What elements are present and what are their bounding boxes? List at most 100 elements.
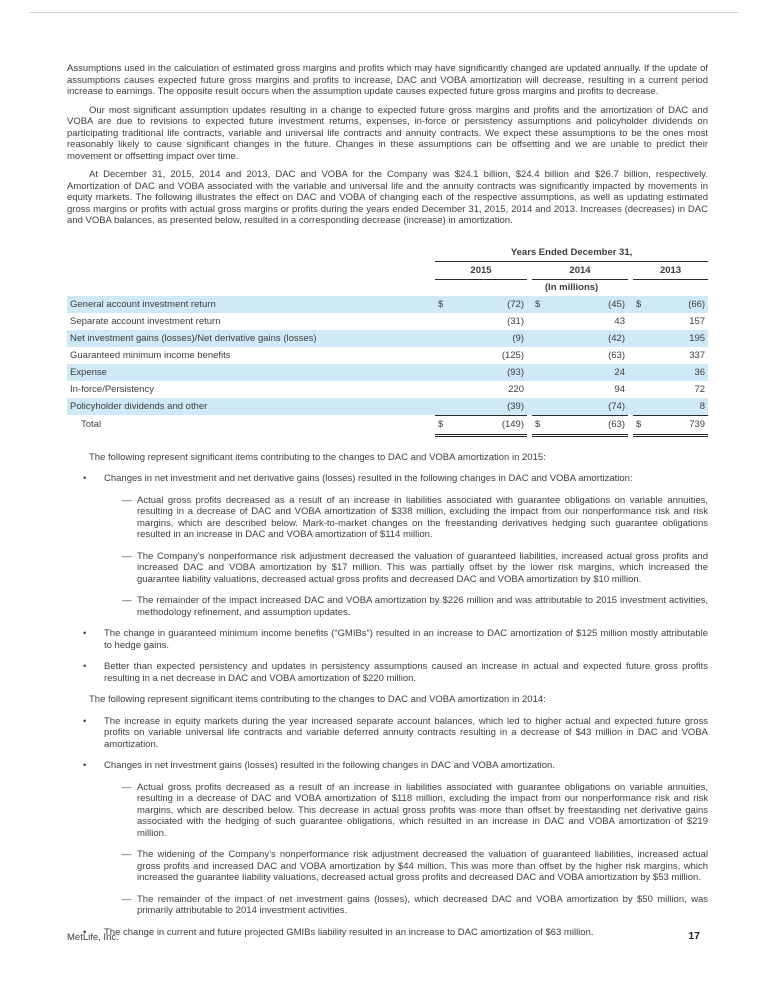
bullet-text: The increase in equity markets during th… [104, 715, 708, 750]
total-2014: (63) [546, 414, 628, 437]
sub-bullet-item: — Actual gross profits decreased as a re… [67, 495, 708, 541]
value-2013: 8 [647, 397, 709, 415]
row-label: In-force/Persistency [70, 383, 154, 395]
row-label: Policyholder dividends and other [67, 397, 435, 415]
bullet-text: The change in current and future project… [104, 926, 594, 938]
value-2013: 157 [689, 315, 706, 327]
value-2015: 220 [508, 383, 524, 395]
value-2014: (63) [608, 349, 625, 361]
value-2015: (39) [449, 397, 527, 415]
value-2015: (72) [449, 295, 527, 313]
column-header-2014: 2014 [532, 261, 628, 280]
bullet-item: • The change in guaranteed minimum incom… [67, 628, 708, 651]
bullet-marker: • [83, 661, 87, 672]
sub-bullet-text: The widening of the Company’s nonperform… [137, 849, 708, 883]
table-year-header-row: 2015 2014 2013 [67, 261, 709, 280]
value-2014: 94 [614, 383, 625, 395]
section-2014-intro: The following represent significant item… [89, 694, 546, 705]
bullet-item: • Better than expected persistency and u… [67, 661, 708, 684]
sub-bullet-text: Actual gross profits decreased as a resu… [137, 494, 708, 541]
row-label: Net investment gains (losses)/Net deriva… [67, 329, 435, 347]
table-row: Separate account investment return (31) … [67, 313, 708, 330]
sub-bullet-item: — The Company’s nonperformance risk adju… [67, 551, 708, 586]
table-row: Policyholder dividends and other (39) (7… [67, 397, 709, 415]
footer-company-name: MetLife, Inc. [67, 932, 119, 943]
dollar-sign: $ [633, 295, 647, 313]
value-2015: (125) [501, 349, 524, 361]
value-2014: 43 [614, 315, 625, 327]
dash-marker: — [122, 550, 132, 562]
section-2015-intro: The following represent significant item… [89, 451, 546, 463]
column-header-2013: 2013 [633, 261, 709, 280]
row-label: General account investment return [67, 295, 435, 313]
dash-marker: — [122, 595, 132, 606]
bullet-item: • Changes in net investment and net deri… [67, 473, 708, 485]
sub-bullet-text: The Company’s nonperformance risk adjust… [137, 550, 708, 585]
bullet-text: Better than expected persistency and upd… [104, 661, 708, 684]
row-label: Guaranteed minimum income benefits [70, 349, 231, 361]
row-label: Separate account investment return [70, 315, 221, 327]
sub-bullet-item: — The remainder of the impact of net inv… [67, 894, 708, 917]
bullet-item: • The increase in equity markets during … [67, 716, 708, 751]
table-row: Guaranteed minimum income benefits (125)… [67, 347, 708, 364]
value-2013: (66) [647, 295, 709, 313]
value-2014: 24 [546, 363, 628, 381]
value-2013: 195 [647, 329, 709, 347]
table-units-row: (In millions) [67, 279, 708, 296]
dash-marker: — [122, 893, 132, 905]
footer-page-number: 17 [688, 930, 700, 942]
dollar-sign: $ [532, 295, 546, 313]
bullet-marker: • [83, 473, 87, 484]
table-title: Years Ended December 31, [435, 246, 709, 262]
value-2014: (42) [546, 329, 628, 347]
bullet-text: Changes in net investment gains (losses)… [104, 760, 555, 771]
value-2015: (9) [449, 329, 527, 347]
dollar-sign: $ [532, 414, 546, 437]
sub-bullet-item: — Actual gross profits decreased as a re… [67, 782, 708, 840]
total-2013: 739 [647, 414, 709, 437]
dollar-sign: $ [435, 414, 449, 437]
dac-voba-table: Years Ended December 31, 2015 2014 2013 … [67, 246, 709, 437]
value-2013: 337 [689, 349, 706, 361]
table-title-row: Years Ended December 31, [67, 246, 709, 262]
dollar-sign: $ [435, 295, 449, 313]
paragraph-assumptions-update: Assumptions used in the calculation of e… [67, 63, 708, 97]
value-2015: (31) [507, 315, 524, 327]
value-2013: 36 [647, 363, 709, 381]
bullet-marker: • [83, 715, 87, 727]
column-header-2015: 2015 [435, 261, 527, 280]
table-row: Expense (93) 24 36 [67, 363, 709, 381]
value-2014: (45) [546, 295, 628, 313]
paragraph-dac-voba-balances: At December 31, 2015, 2014 and 2013, DAC… [67, 169, 708, 226]
table-total-row: Total $ (149) $ (63) $ 739 [67, 414, 709, 437]
bullet-item: • Changes in net investment gains (losse… [67, 760, 708, 772]
table-row: In-force/Persistency 220 94 72 [67, 381, 708, 398]
units-note: (In millions) [544, 281, 599, 293]
sub-bullet-item: — The widening of the Company’s nonperfo… [67, 849, 708, 884]
row-label: Expense [67, 363, 435, 381]
page-top-rule [30, 12, 738, 13]
dash-marker: — [122, 781, 132, 793]
value-2014: (74) [546, 397, 628, 415]
table-row: General account investment return $ (72)… [67, 295, 709, 313]
bullet-item: • The change in current and future proje… [67, 927, 708, 939]
dollar-sign: $ [633, 414, 647, 437]
page-content: Assumptions used in the calculation of e… [67, 63, 709, 948]
bullet-marker: • [83, 628, 87, 639]
value-2013: 72 [694, 383, 706, 395]
bullet-marker: • [83, 760, 87, 771]
sub-bullet-text: Actual gross profits decreased as a resu… [137, 781, 708, 839]
value-2015: (93) [449, 363, 527, 381]
bullet-text: The change in guaranteed minimum income … [104, 628, 708, 651]
sub-bullet-text: The remainder of the impact increased DA… [137, 595, 708, 618]
sub-bullet-item: — The remainder of the impact increased … [67, 595, 708, 618]
dash-marker: — [122, 494, 132, 506]
table-row: Net investment gains (losses)/Net deriva… [67, 329, 709, 347]
dash-marker: — [122, 849, 132, 860]
paragraph-significant-updates: Our most significant assumption updates … [67, 104, 708, 162]
total-label: Total [81, 419, 102, 430]
bullet-text: Changes in net investment and net deriva… [104, 473, 633, 484]
sub-bullet-text: The remainder of the impact of net inves… [137, 893, 708, 917]
total-2015: (149) [449, 414, 527, 437]
